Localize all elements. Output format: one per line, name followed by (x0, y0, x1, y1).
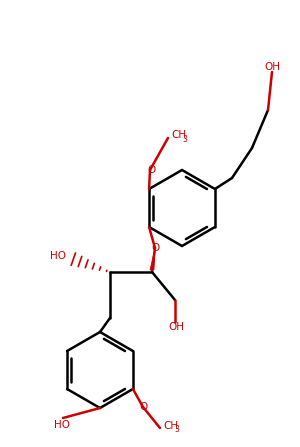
Text: 3: 3 (174, 426, 179, 434)
Text: HO: HO (50, 251, 66, 261)
Text: HO: HO (54, 420, 70, 430)
Text: CH: CH (163, 421, 178, 431)
Text: O: O (152, 243, 160, 253)
Text: OH: OH (264, 62, 280, 72)
Text: CH: CH (171, 130, 186, 140)
Text: OH: OH (168, 322, 184, 332)
Text: 3: 3 (182, 135, 187, 143)
Text: O: O (147, 165, 155, 175)
Polygon shape (150, 248, 155, 270)
Text: O: O (140, 402, 148, 412)
